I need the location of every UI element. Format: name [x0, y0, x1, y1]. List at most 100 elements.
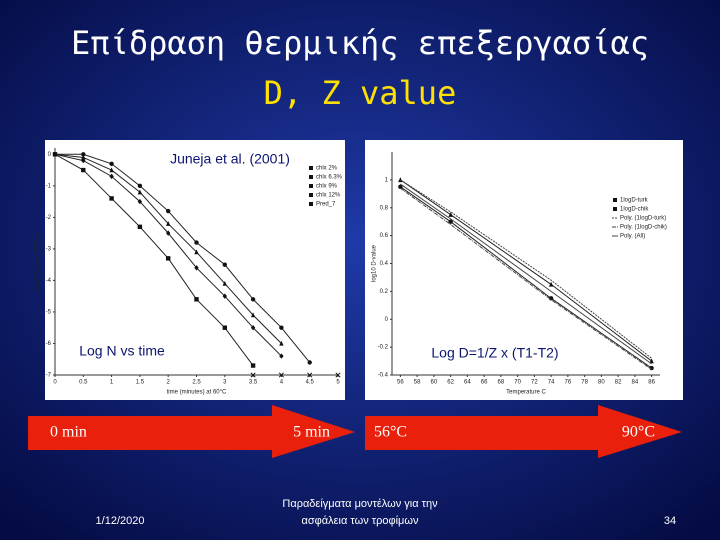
- x-tick-label: 64: [464, 380, 471, 386]
- x-tick-label: 62: [447, 380, 454, 386]
- x-tick-label: 76: [565, 380, 572, 386]
- series-line: [400, 179, 652, 359]
- legend-label: Poly. (1logD-chik): [620, 225, 667, 231]
- marker: [250, 297, 256, 302]
- y-tick-label: -5: [46, 310, 52, 316]
- y-tick-label: 0: [385, 317, 389, 323]
- marker: [279, 325, 284, 330]
- y-tick-label: 0: [48, 152, 52, 158]
- x-tick-label: 0.5: [79, 380, 88, 386]
- marker: [279, 340, 284, 346]
- x-tick-label: 4: [280, 380, 284, 386]
- x-tick-label: 1: [110, 380, 114, 386]
- marker: [548, 281, 554, 287]
- legend-label: chlx 6.3%: [316, 175, 343, 181]
- marker: [194, 265, 199, 271]
- x-tick-label: 80: [598, 380, 605, 386]
- legend-label: chlx 2%: [316, 166, 338, 172]
- marker: [81, 152, 86, 157]
- marker: [448, 219, 453, 224]
- marker: [307, 372, 313, 378]
- legend-label: 1logD-chik: [620, 207, 649, 213]
- y-tick-label: -1: [46, 183, 52, 189]
- marker: [307, 360, 312, 365]
- series-line: [55, 153, 311, 363]
- legend-label: chlx 9%: [316, 184, 338, 190]
- marker: [137, 189, 143, 195]
- title: Επίδραση θερμικής επεξεργασίας: [71, 24, 649, 62]
- legend-label: chlx 12%: [316, 193, 341, 199]
- footer-caption: Παραδείγματα μοντέλων για την: [282, 498, 438, 510]
- marker: [81, 167, 86, 173]
- marker: [166, 220, 171, 226]
- marker: [448, 212, 453, 217]
- y-tick-label: -0.4: [378, 373, 389, 379]
- x-tick-label: 84: [632, 380, 639, 386]
- y-axis-title: log10 D-value: [372, 244, 378, 282]
- marker: [109, 196, 114, 201]
- marker: [194, 297, 199, 302]
- x-tick-label: 82: [615, 380, 622, 386]
- marker: [194, 249, 199, 255]
- arrow-label: 90°C: [622, 424, 655, 441]
- x-tick-label: 3.5: [249, 380, 258, 386]
- x-tick-label: 5: [336, 380, 340, 386]
- marker: [398, 184, 403, 190]
- x-axis-title: time (minutes) at 60°C: [167, 390, 227, 396]
- marker: [250, 312, 256, 318]
- legend-label: Poly. (1logD-turk): [620, 216, 666, 222]
- arrow-label: 0 min: [50, 424, 87, 441]
- y-axis-title: log10 fraction CFU/gm: [35, 231, 41, 291]
- arrow-label: 5 min: [293, 424, 330, 441]
- legend-swatch: [613, 198, 617, 202]
- y-tick-label: -4: [46, 278, 52, 284]
- x-tick-label: 60: [431, 380, 438, 386]
- marker: [649, 365, 654, 371]
- marker: [137, 198, 143, 205]
- marker: [109, 173, 114, 180]
- marker: [109, 167, 114, 173]
- subtitle: D, Z value: [264, 74, 457, 112]
- marker: [81, 154, 86, 160]
- marker: [250, 372, 256, 378]
- series-line: [400, 187, 652, 370]
- series-line: [54, 153, 254, 366]
- y-tick-label: -7: [46, 373, 52, 379]
- chart-frame: [45, 140, 345, 400]
- x-tick-label: 70: [514, 380, 521, 386]
- x-tick-label: 1.5: [136, 380, 145, 386]
- marker: [548, 296, 554, 301]
- y-tick-label: 0.2: [380, 289, 389, 295]
- x-tick-label: 72: [531, 380, 538, 386]
- x-axis-title: Temperature C: [506, 390, 546, 396]
- marker: [194, 240, 199, 245]
- chart: 0-1-2-3-4-5-6-70 0.5 1 1.5 2 2.5 3 3.5 4 4.5 5time…: [35, 148, 343, 396]
- footer-caption: ασφάλεια των τροφίμων: [302, 515, 419, 527]
- annotation: Log N vs time: [79, 343, 165, 359]
- arrow: [365, 405, 682, 458]
- marker: [109, 161, 114, 166]
- legend-label: Pred_7: [316, 202, 336, 208]
- marker: [81, 157, 86, 164]
- marker: [278, 372, 284, 378]
- y-tick-label: -0.2: [378, 345, 389, 351]
- x-tick-label: 2.5: [192, 380, 201, 386]
- legend-swatch: [309, 166, 313, 170]
- legend-swatch: [309, 202, 313, 206]
- y-tick-label: -6: [46, 341, 52, 347]
- marker: [222, 293, 227, 299]
- legend-swatch: [309, 184, 313, 188]
- marker: [222, 325, 227, 330]
- x-tick-label: 3: [223, 380, 227, 386]
- y-tick-label: 0.8: [380, 205, 389, 211]
- annotation: Log D=1/Z x (T1-T2): [431, 345, 558, 361]
- x-tick-label: 56: [397, 380, 404, 386]
- marker: [166, 208, 171, 214]
- legend-swatch: [309, 193, 313, 197]
- marker: [250, 325, 256, 331]
- x-tick-label: 68: [498, 380, 505, 386]
- chart: 1 0.8 0.6 0.4 0.2 0 -0.2 -0.4 56 58 60 62 64 66 68 70 72…: [372, 152, 667, 396]
- marker: [222, 262, 227, 267]
- page-number: 34: [664, 515, 676, 527]
